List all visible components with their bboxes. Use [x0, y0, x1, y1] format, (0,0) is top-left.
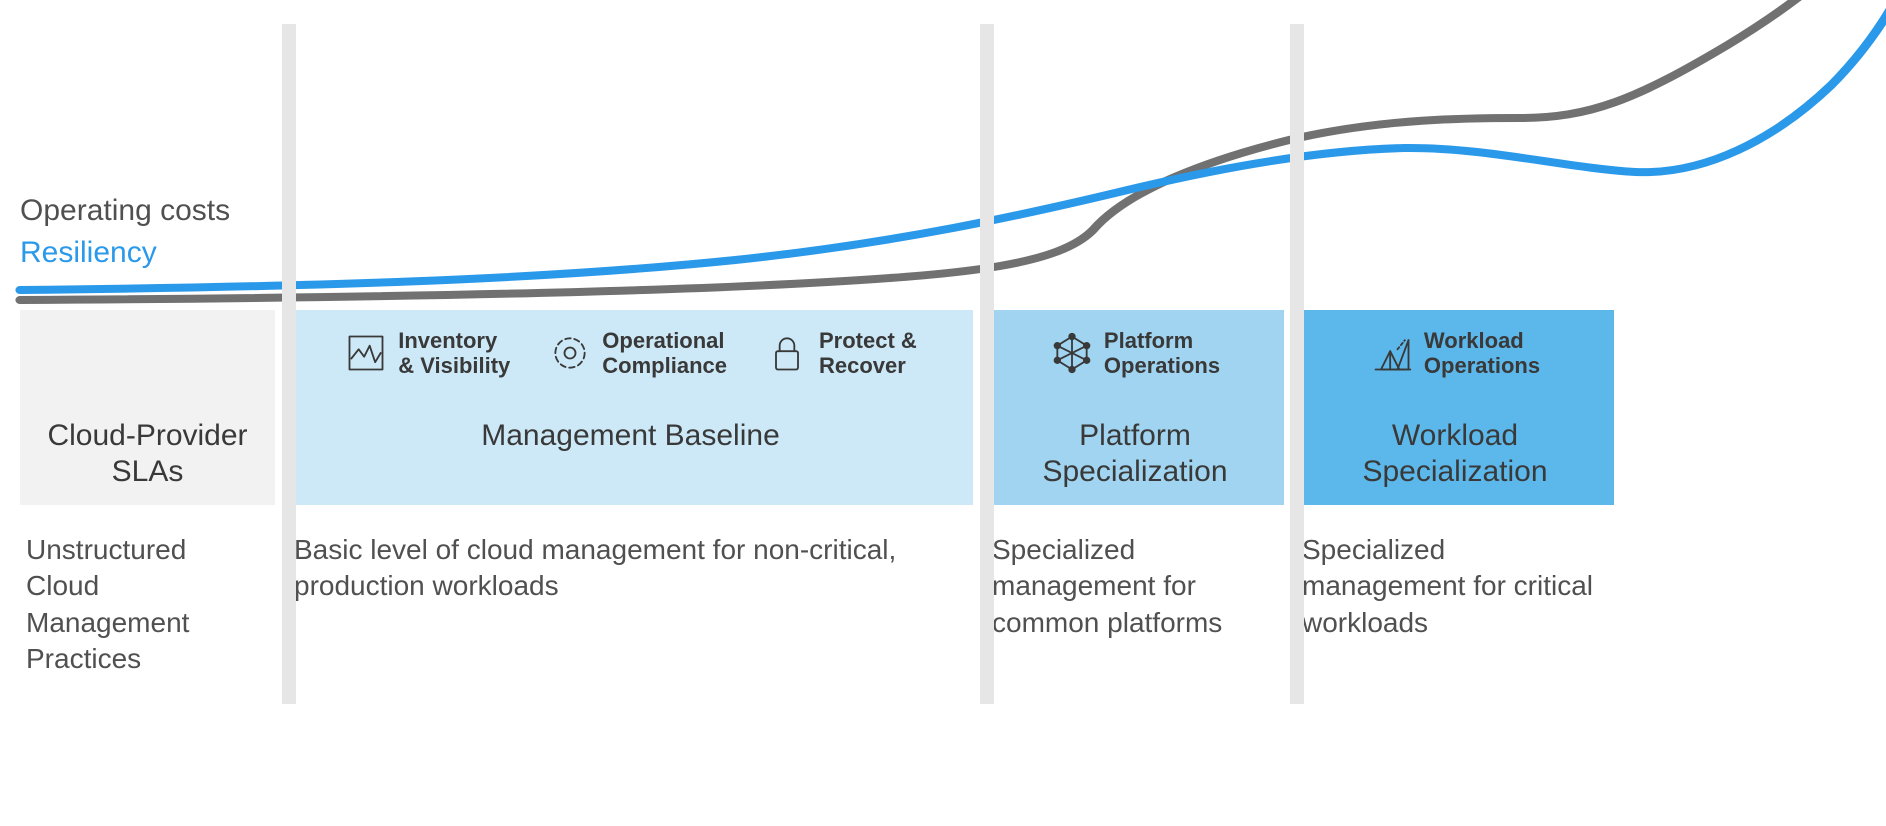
protect-recover-icon	[765, 331, 809, 375]
legend-operating-costs: Operating costs	[20, 190, 230, 232]
column-title: Platform Specialization	[986, 418, 1284, 490]
curves-svg	[20, 0, 1866, 310]
vertical-divider	[1290, 24, 1304, 704]
column-description: Unstructured Cloud Management Practices	[26, 532, 266, 678]
item-label: WorkloadOperations	[1424, 328, 1540, 379]
item-label: Protect &Recover	[819, 328, 917, 379]
column-cloud-provider-slas: Cloud-Provider SLAs	[20, 310, 275, 505]
item-label: OperationalCompliance	[602, 328, 727, 379]
legend-resiliency: Resiliency	[20, 232, 230, 274]
platform-operations-icon	[1050, 331, 1094, 375]
vertical-divider	[980, 24, 994, 704]
vertical-divider	[282, 24, 296, 704]
column-title: Management Baseline	[288, 418, 973, 454]
items-row: WorkloadOperations	[1296, 310, 1614, 379]
columns-band: Cloud-Provider SLAsInventory& Visibility…	[20, 310, 1866, 505]
legend: Operating costs Resiliency	[20, 190, 230, 274]
item-platform-operations: PlatformOperations	[1050, 328, 1220, 379]
operating-costs-curve	[20, 0, 1860, 300]
cloud-maturity-diagram: Operating costs Resiliency Cloud-Provide…	[0, 0, 1886, 826]
items-row: Inventory& Visibility OperationalComplian…	[288, 310, 973, 379]
item-label: PlatformOperations	[1104, 328, 1220, 379]
column-description: Specialized management for critical work…	[1302, 532, 1602, 641]
item-protect-recover: Protect &Recover	[765, 328, 917, 379]
column-workload-specialization: WorkloadOperations Workload Specializatio…	[1296, 310, 1614, 505]
inventory-visibility-icon	[344, 331, 388, 375]
items-row: PlatformOperations	[986, 310, 1284, 379]
resiliency-curve	[20, 0, 1886, 290]
column-description: Basic level of cloud management for non-…	[294, 532, 934, 605]
item-label: Inventory& Visibility	[398, 328, 510, 379]
item-workload-operations: WorkloadOperations	[1370, 328, 1540, 379]
column-platform-specialization: PlatformOperations Platform Specializatio…	[986, 310, 1284, 505]
column-title: Cloud-Provider SLAs	[20, 418, 275, 490]
column-management-baseline: Inventory& Visibility OperationalComplian…	[288, 310, 973, 505]
item-operational-compliance: OperationalCompliance	[548, 328, 727, 379]
item-inventory-visibility: Inventory& Visibility	[344, 328, 510, 379]
column-title: Workload Specialization	[1296, 418, 1614, 490]
workload-operations-icon	[1370, 331, 1414, 375]
column-description: Specialized management for common platfo…	[992, 532, 1277, 641]
operational-compliance-icon	[548, 331, 592, 375]
